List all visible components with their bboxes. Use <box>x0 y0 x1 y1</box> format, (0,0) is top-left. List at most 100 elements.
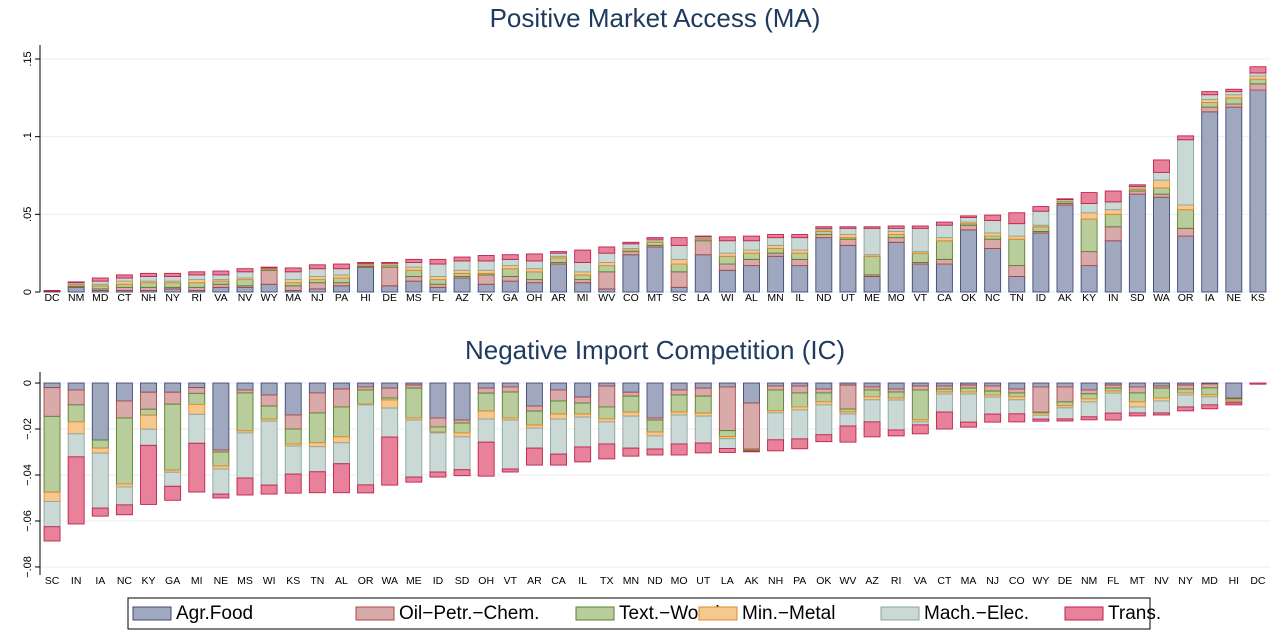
bar-segment <box>863 421 881 438</box>
bar-segment <box>212 493 230 499</box>
bar-segment <box>381 436 399 486</box>
x-tick-label: SC <box>45 575 60 587</box>
bar-segment <box>1225 88 1243 93</box>
bar-segment <box>453 269 471 274</box>
bar-segment <box>718 263 736 271</box>
bar-segment <box>911 252 929 263</box>
bar-segment <box>284 285 302 291</box>
bar-segment <box>574 282 592 293</box>
bar-segment <box>405 266 423 271</box>
bar-segment <box>357 266 375 293</box>
bar-segment <box>984 232 1002 237</box>
bar-segment <box>405 258 423 263</box>
bar-segment <box>140 276 157 282</box>
x-tick-label: CA <box>937 292 952 304</box>
bar-segment <box>935 411 953 430</box>
bar-segment <box>815 230 833 235</box>
bar-segment <box>308 276 326 281</box>
bar-segment <box>381 399 399 409</box>
bar-segment <box>1080 389 1098 395</box>
bar-segment <box>1032 414 1050 420</box>
bar-segment <box>863 382 881 388</box>
x-tick-label: KS <box>1251 292 1265 304</box>
legend-swatch <box>355 606 395 621</box>
bar-segment <box>839 384 857 410</box>
bar-segment <box>718 386 736 432</box>
bar-segment <box>911 225 929 229</box>
bar-segment <box>550 251 567 254</box>
bar-segment <box>694 387 712 397</box>
bar-segment <box>670 244 688 260</box>
bar-segment <box>260 484 278 495</box>
bar-segment <box>622 395 640 413</box>
bar-segment <box>501 386 519 393</box>
y-tick-label: −.06 <box>22 510 34 532</box>
x-tick-label: MA <box>285 292 301 304</box>
bar-segment <box>1032 210 1050 226</box>
bar-segment <box>525 260 543 270</box>
bar-segment <box>525 410 543 426</box>
bar-segment <box>887 429 905 437</box>
bar-segment <box>1056 386 1074 403</box>
bar-segment <box>718 236 736 242</box>
bar-segment <box>333 277 350 284</box>
bar-segment <box>622 415 640 449</box>
bar-segment <box>646 431 664 437</box>
bar-segment <box>1104 201 1122 211</box>
bar-segment <box>1177 235 1195 293</box>
x-tick-label: GA <box>165 575 180 587</box>
bar-segment <box>140 272 157 277</box>
y-tick-label: .15 <box>22 51 34 66</box>
bar-segment <box>1153 187 1170 195</box>
bar-segment <box>43 382 61 389</box>
bar-segment <box>381 266 399 287</box>
bar-segment <box>1249 89 1267 293</box>
bar-segment <box>863 389 881 398</box>
bar-segment <box>1153 196 1170 293</box>
x-tick-label: MT <box>1130 575 1146 587</box>
bar-segment <box>1128 392 1146 403</box>
bar-segment <box>815 388 833 394</box>
bar-segment <box>574 249 592 263</box>
x-tick-label: ID <box>1036 292 1047 304</box>
chart-title: Negative Import Competition (IC) <box>465 335 845 365</box>
bar-segment <box>815 392 833 403</box>
bar-segment <box>960 224 977 231</box>
bar-segment <box>1201 404 1219 410</box>
bar-segment <box>1080 416 1098 421</box>
x-tick-label: RI <box>192 292 203 304</box>
bar-segment <box>718 438 736 450</box>
x-tick-label: VT <box>504 575 518 587</box>
x-tick-label: MN <box>623 575 639 587</box>
bar-segment <box>767 389 785 412</box>
bar-segment <box>140 391 157 410</box>
bar-segment <box>236 286 254 293</box>
bar-segment <box>405 262 423 268</box>
bar-segment <box>357 382 375 388</box>
bar-segment <box>212 283 230 288</box>
bar-segment <box>984 248 1002 293</box>
bar-segment <box>381 285 399 293</box>
x-tick-label: LA <box>721 575 734 587</box>
bar-segment <box>91 439 109 449</box>
bar-segment <box>1249 382 1267 385</box>
x-tick-label: KY <box>1082 292 1096 304</box>
bar-segment <box>1008 382 1026 390</box>
bar-segment <box>236 477 254 496</box>
bar-segment <box>1080 393 1098 400</box>
bar-segment <box>791 258 809 267</box>
x-tick-label: NC <box>985 292 1001 304</box>
bar-segment <box>550 400 567 415</box>
x-tick-label: FL <box>1107 575 1119 587</box>
bar-segment <box>115 486 133 506</box>
bar-segment <box>308 442 326 448</box>
bar-segment <box>911 385 929 391</box>
bar-segment <box>525 279 543 284</box>
bar-segment <box>574 416 592 448</box>
bar-segment <box>767 412 785 441</box>
bar-segment <box>1008 392 1026 398</box>
bar-segment <box>1080 251 1098 267</box>
bar-segment <box>598 265 616 273</box>
bar-segment <box>863 399 881 423</box>
bar-segment <box>164 382 182 393</box>
